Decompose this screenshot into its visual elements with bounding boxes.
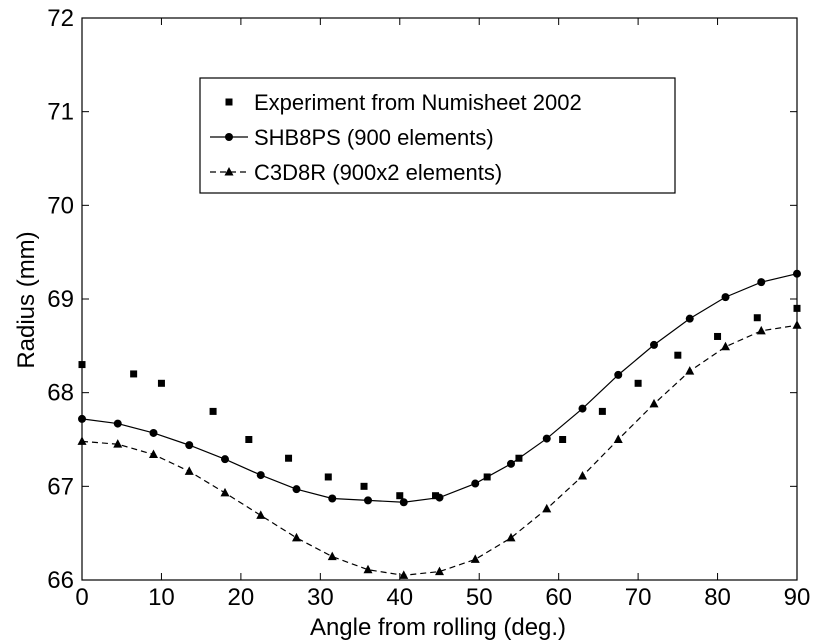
x-tick-label: 20 (228, 584, 255, 611)
data-point (292, 532, 301, 542)
data-point (757, 278, 766, 287)
data-point (399, 498, 408, 507)
y-tick-label: 70 (47, 192, 74, 219)
data-point (506, 532, 516, 542)
data-point (614, 370, 623, 379)
y-axis-label: Radius (mm) (13, 231, 40, 368)
data-point (634, 379, 642, 387)
x-axis-label: Angle from rolling (deg.) (310, 614, 566, 641)
data-point (285, 454, 293, 462)
legend-marker-circle (225, 133, 233, 141)
legend: Experiment from Numisheet 2002 SHB8PS (90… (199, 77, 676, 194)
data-point (113, 419, 122, 428)
y-tick-label: 67 (47, 473, 74, 500)
y-tick-label: 71 (47, 99, 74, 126)
data-point (598, 407, 606, 415)
data-point (578, 471, 587, 480)
data-point (360, 482, 368, 490)
data-point (435, 566, 444, 576)
data-point (756, 325, 766, 335)
data-point (256, 471, 265, 480)
data-point (753, 314, 761, 322)
data-point (363, 564, 373, 574)
data-point (245, 436, 253, 443)
data-point (327, 551, 337, 561)
data-point (721, 341, 730, 351)
x-tick-label: 70 (625, 584, 652, 611)
data-point (364, 496, 372, 505)
data-point (471, 479, 480, 488)
x-tick-label: 60 (545, 584, 572, 611)
data-point (78, 361, 86, 369)
data-point (685, 314, 694, 323)
data-point (542, 434, 551, 443)
data-point (396, 492, 404, 500)
data-point (399, 570, 409, 579)
data-point (113, 439, 123, 448)
legend-marker-triangle (224, 167, 234, 176)
data-point (328, 494, 337, 503)
x-tick-label: 40 (386, 584, 413, 611)
data-point (559, 436, 567, 443)
data-point (149, 449, 158, 458)
data-point (793, 269, 801, 278)
legend-marker-square (225, 98, 233, 106)
data-point (793, 304, 801, 312)
data-point (435, 493, 444, 502)
data-point (470, 554, 480, 563)
data-point (157, 379, 165, 387)
data-point (649, 398, 659, 408)
data-point (184, 466, 194, 475)
x-tick-label: 30 (307, 584, 334, 611)
legend-label: C3D8R (900x2 elements) (254, 160, 502, 185)
data-point (256, 510, 266, 519)
data-point (650, 340, 658, 349)
data-point (78, 414, 86, 423)
x-tick-label: 50 (466, 584, 493, 611)
series-triangle (77, 320, 802, 579)
legend-box (199, 77, 676, 194)
data-point (613, 434, 623, 443)
x-tick-label: 10 (148, 584, 175, 611)
data-point (130, 370, 138, 378)
x-tick-label: 80 (704, 584, 731, 611)
data-point (792, 320, 802, 329)
x-tick-label: 90 (784, 584, 811, 611)
data-point (714, 332, 722, 340)
y-tick-label: 69 (47, 286, 74, 313)
y-tick-label: 72 (47, 5, 74, 32)
data-point (324, 473, 332, 481)
data-point (721, 293, 730, 302)
data-point (292, 485, 301, 494)
data-point (685, 366, 695, 375)
data-point (507, 459, 515, 468)
legend-label: SHB8PS (900 elements) (254, 125, 494, 150)
data-point (77, 436, 87, 445)
data-point (578, 404, 587, 413)
y-axis: 66 67 68 69 70 71 72 (47, 5, 797, 594)
data-point (185, 441, 194, 450)
y-tick-label: 68 (47, 380, 74, 407)
data-point (209, 407, 217, 415)
legend-label: Experiment from Numisheet 2002 (254, 90, 582, 115)
data-point (674, 351, 682, 359)
data-point (221, 455, 229, 464)
data-point (149, 428, 158, 437)
y-tick-label: 66 (47, 567, 74, 594)
series-circle (78, 269, 801, 507)
data-point (542, 503, 552, 513)
data-point (432, 492, 440, 500)
x-axis: 0 10 20 30 40 50 60 70 80 90 (75, 18, 810, 611)
data-point (220, 487, 230, 497)
series-layer (77, 269, 802, 579)
x-tick-label: 0 (75, 584, 88, 611)
